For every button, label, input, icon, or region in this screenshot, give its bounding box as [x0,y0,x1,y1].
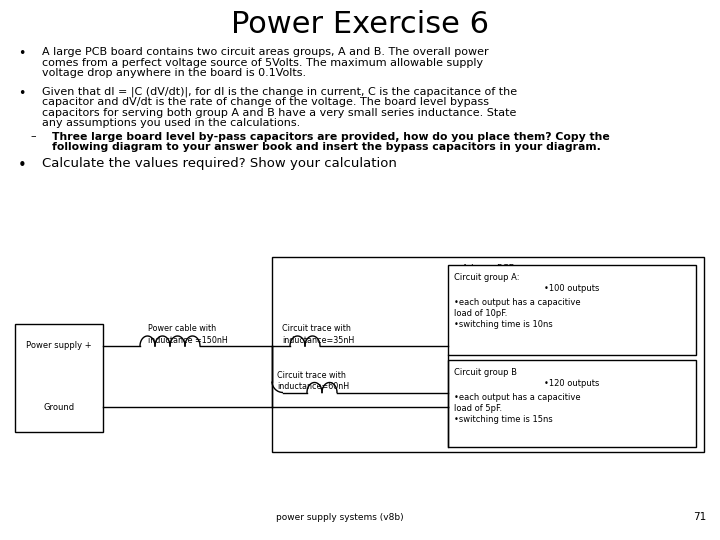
Text: •: • [18,86,25,99]
Text: A large PCB: A large PCB [462,264,514,273]
Text: Calculate the values required? Show your calculation: Calculate the values required? Show your… [42,158,397,171]
Text: •: • [18,158,27,172]
Text: •switching time is 10ns: •switching time is 10ns [454,320,553,329]
Text: load of 10pF.: load of 10pF. [454,309,508,318]
Text: Power Exercise 6: Power Exercise 6 [231,10,489,39]
Bar [272,257,704,452]
Text: Three large board level by-pass capacitors are provided, how do you place them? : Three large board level by-pass capacito… [52,132,610,141]
Text: Power supply +: Power supply + [26,341,92,350]
Text: •120 outputs: •120 outputs [544,379,600,388]
Text: –: – [30,132,35,141]
Text: any assumptions you used in the calculations.: any assumptions you used in the calculat… [42,118,300,128]
Text: Circuit group B: Circuit group B [454,368,517,377]
Text: Circuit trace with
inductance=35nH: Circuit trace with inductance=35nH [282,324,354,345]
Text: Ground: Ground [43,402,75,411]
Text: voltage drop anywhere in the board is 0.1Volts.: voltage drop anywhere in the board is 0.… [42,68,306,78]
Text: •100 outputs: •100 outputs [544,284,600,293]
Text: •switching time is 15ns: •switching time is 15ns [454,415,553,424]
Text: 71: 71 [693,512,706,522]
Bar [15,324,103,432]
Text: load of 5pF.: load of 5pF. [454,404,502,413]
Text: Given that dI = |C (dV/dt)|, for dI is the change in current, C is the capacitan: Given that dI = |C (dV/dt)|, for dI is t… [42,86,517,97]
Bar [448,360,696,447]
Text: •: • [18,47,25,60]
Text: •each output has a capacitive: •each output has a capacitive [454,298,580,307]
Text: Power cable with
inductance =150nH: Power cable with inductance =150nH [148,324,228,345]
Text: •each output has a capacitive: •each output has a capacitive [454,393,580,402]
Text: following diagram to your answer book and insert the bypass capacitors in your d: following diagram to your answer book an… [52,142,601,152]
Text: capacitor and dV/dt is the rate of change of the voltage. The board level bypass: capacitor and dV/dt is the rate of chang… [42,97,489,107]
Text: Circuit trace with
inductance=60nH: Circuit trace with inductance=60nH [277,370,349,392]
Text: capacitors for serving both group A and B have a very small series inductance. S: capacitors for serving both group A and … [42,107,516,118]
Text: A large PCB board contains two circuit areas groups, A and B. The overall power: A large PCB board contains two circuit a… [42,47,489,57]
Text: comes from a perfect voltage source of 5Volts. The maximum allowable supply: comes from a perfect voltage source of 5… [42,57,483,68]
Text: Circuit group A:: Circuit group A: [454,273,520,282]
Bar [448,265,696,355]
Text: power supply systems (v8b): power supply systems (v8b) [276,513,404,522]
